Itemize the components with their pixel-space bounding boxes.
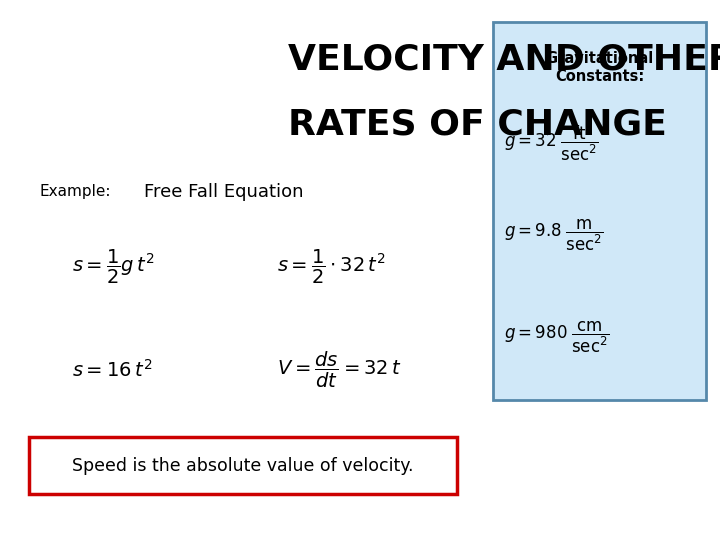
FancyBboxPatch shape [29,437,457,494]
Text: VELOCITY AND OTHER: VELOCITY AND OTHER [288,43,720,76]
Text: $V = \dfrac{ds}{dt} = 32\, t$: $V = \dfrac{ds}{dt} = 32\, t$ [277,350,402,390]
Text: RATES OF CHANGE: RATES OF CHANGE [288,107,667,141]
Text: $g = 32\;\dfrac{\mathrm{ft}}{\mathrm{sec}^{2}}$: $g = 32\;\dfrac{\mathrm{ft}}{\mathrm{sec… [504,124,599,163]
Text: Gravitational
Constants:: Gravitational Constants: [545,51,654,84]
Text: Speed is the absolute value of velocity.: Speed is the absolute value of velocity. [72,457,414,475]
Text: Free Fall Equation: Free Fall Equation [144,183,304,201]
Text: $s = \dfrac{1}{2} \cdot 32\, t^{2}$: $s = \dfrac{1}{2} \cdot 32\, t^{2}$ [277,248,386,286]
Text: Example:: Example: [40,184,111,199]
Text: $g = 9.8\;\dfrac{\mathrm{m}}{\mathrm{sec}^{2}}$: $g = 9.8\;\dfrac{\mathrm{m}}{\mathrm{sec… [504,217,603,253]
FancyBboxPatch shape [493,22,706,400]
Text: $s = 16\, t^{2}$: $s = 16\, t^{2}$ [72,359,153,381]
Text: $s = \dfrac{1}{2}g\, t^{2}$: $s = \dfrac{1}{2}g\, t^{2}$ [72,248,155,286]
Text: $g = 980\;\dfrac{\mathrm{cm}}{\mathrm{sec}^{2}}$: $g = 980\;\dfrac{\mathrm{cm}}{\mathrm{se… [504,320,609,355]
